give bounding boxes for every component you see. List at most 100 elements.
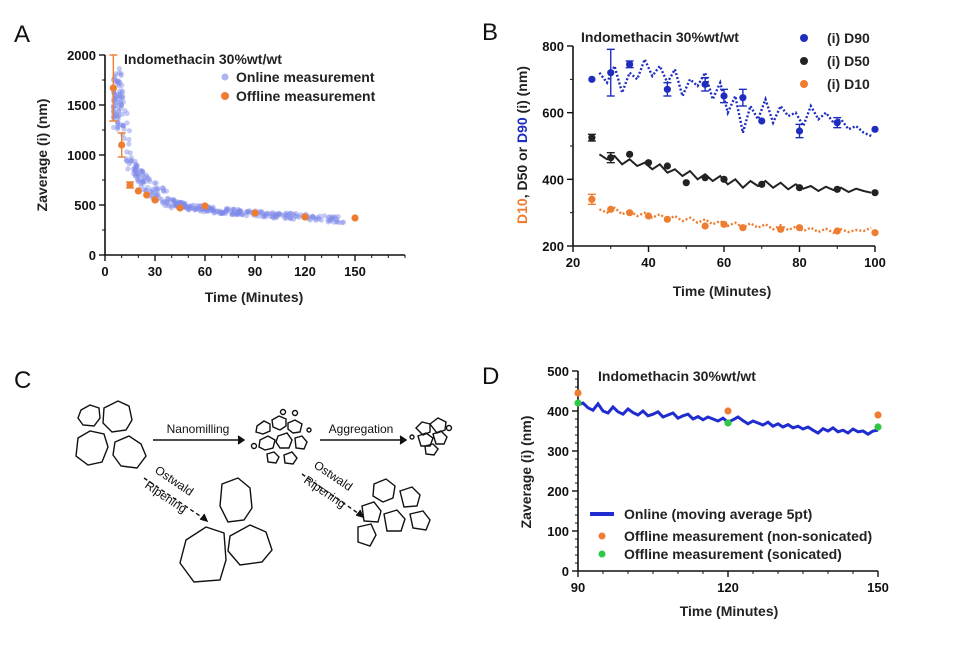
data-point-online	[132, 158, 138, 164]
data-point-online	[235, 211, 241, 217]
data-point-non-sonicated	[724, 407, 732, 415]
y-tick-label: 500	[74, 198, 96, 213]
data-point-online	[230, 206, 237, 213]
data-point-online	[208, 208, 214, 214]
data-point-online	[127, 150, 133, 156]
data-point-offline-d90	[871, 125, 879, 133]
y-tick-label: 0	[562, 564, 569, 579]
data-point-online	[192, 206, 198, 212]
x-tick-label: 30	[148, 264, 162, 279]
data-point-online	[236, 208, 242, 214]
data-point-sonicated	[574, 399, 582, 407]
data-point-online	[177, 200, 183, 206]
data-point-online	[113, 102, 119, 109]
chart-a-ylabel: Zaverage (i) (nm)	[34, 99, 50, 212]
x-tick-label: 60	[717, 255, 731, 270]
data-point-online	[126, 161, 132, 167]
data-point-online	[144, 184, 151, 190]
arrowhead	[355, 509, 365, 519]
data-point-online	[116, 93, 122, 99]
data-point-online	[126, 141, 132, 147]
data-point-online	[193, 206, 199, 213]
particle-aggregate	[424, 443, 439, 456]
data-point-online	[116, 78, 122, 85]
data-point-online	[171, 202, 177, 208]
data-point-offline-d10	[795, 224, 804, 232]
particle-aggregate-small	[409, 434, 415, 440]
data-point-online	[331, 219, 337, 225]
data-point-online	[224, 207, 230, 213]
data-point-online	[229, 211, 235, 218]
data-point-online	[162, 198, 168, 204]
data-point-online	[327, 214, 333, 220]
chart-d-legend: Online (moving average 5pt) Offline meas…	[590, 506, 872, 562]
particle-coarse	[112, 435, 147, 469]
chart-a-legend: Online measurement Offline measurement	[221, 69, 376, 104]
data-point-online	[133, 174, 139, 180]
data-point-offline-d90	[701, 80, 709, 88]
particle-ripened	[179, 526, 227, 583]
data-point-online	[230, 211, 236, 217]
data-point-online	[133, 171, 139, 177]
data-point-offline-d50	[795, 184, 804, 192]
data-point-online	[182, 204, 188, 210]
series-line-d90	[598, 56, 872, 138]
data-point-offline-d50	[644, 159, 653, 167]
data-point-online	[278, 212, 284, 218]
panel-letter-b: B	[482, 19, 498, 46]
data-point-online	[118, 71, 124, 77]
data-point-online	[235, 209, 241, 215]
chart-d-ylabel: Zaverage (i) (nm)	[518, 416, 534, 529]
data-point-online	[262, 214, 269, 220]
data-point-online	[140, 180, 146, 186]
particle-ripened-medium	[372, 478, 396, 503]
data-point-online	[269, 209, 276, 216]
data-point-online	[184, 204, 191, 210]
data-point-online	[118, 101, 124, 107]
data-point-online	[271, 215, 277, 221]
data-point-online	[245, 209, 251, 215]
data-point-offline	[109, 84, 117, 92]
data-point-online	[222, 209, 228, 215]
data-point-online	[182, 201, 188, 207]
chart-b: Indomethacin 30%wt/wt Time (Minutes) D10…	[514, 29, 886, 299]
data-point-online	[113, 78, 119, 85]
data-point-online	[132, 173, 138, 179]
data-point-online	[119, 111, 125, 117]
data-point-online	[124, 110, 130, 117]
data-point-online	[244, 209, 250, 215]
data-point-online	[114, 94, 120, 100]
data-point-online	[129, 158, 135, 164]
data-point-online	[231, 206, 238, 212]
data-point-offline-d10	[871, 229, 879, 237]
data-point-online	[114, 112, 120, 118]
data-point-online	[307, 217, 314, 223]
data-point-online	[276, 211, 282, 217]
chart-b-ylabel: D10, D50 or D90 (i) (nm)	[514, 66, 530, 224]
data-point-online	[234, 210, 241, 216]
data-point-online	[194, 205, 200, 212]
data-point-online	[329, 216, 335, 222]
ylabel-part-d10: D10	[514, 198, 530, 224]
data-point-online	[162, 202, 168, 209]
data-point-offline	[301, 213, 309, 221]
data-point-online	[119, 88, 125, 94]
chart-a-xlabel: Time (Minutes)	[205, 289, 304, 305]
x-tick-label: 150	[867, 580, 889, 595]
data-point-online	[120, 99, 126, 105]
particle-aggregate	[415, 421, 431, 436]
data-point-online	[209, 205, 215, 211]
y-tick-label: 600	[542, 106, 564, 121]
particle-ripened-medium	[409, 510, 431, 531]
data-point-online	[336, 219, 342, 226]
data-point-online	[222, 210, 229, 216]
data-point-online	[260, 214, 266, 220]
data-point-online	[243, 209, 250, 216]
data-point-online	[125, 166, 131, 172]
data-point-offline-d10	[626, 209, 634, 217]
particle-milled	[266, 451, 280, 464]
data-point-online	[230, 206, 236, 213]
data-point-online	[310, 213, 316, 219]
data-point-online	[165, 195, 171, 202]
